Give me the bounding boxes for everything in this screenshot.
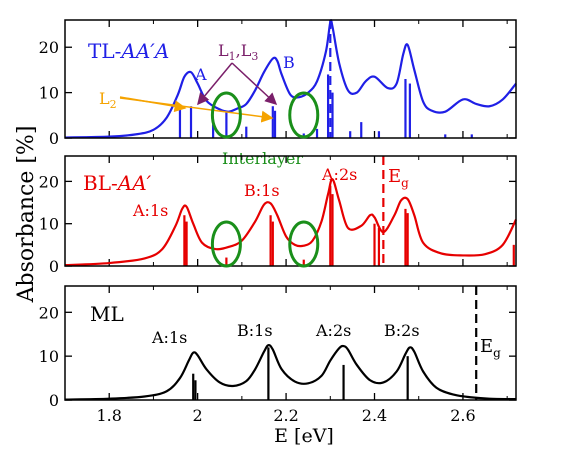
peak-label-bl-a1s: A:1s — [132, 201, 168, 220]
interlayer-circles-tl — [210, 91, 320, 139]
panel-label-ml: ML — [90, 302, 124, 326]
peak-label-ml-a1s: A:1s — [151, 328, 187, 347]
curve-ml — [64, 344, 517, 401]
peak-label-bl-b1s: B:1s — [244, 181, 280, 200]
peak-label-bl-a2s: A:2s — [321, 165, 357, 184]
panel-bl-aa: 0 10 20 BL-AA′ A:1s B:1s A:2s Eg — [39, 155, 517, 276]
peak-label-ml-b1s: B:1s — [237, 321, 273, 340]
annotation-arrows — [119, 62, 278, 123]
label-l2: L2 — [99, 89, 117, 111]
interlayer-circle-bl-0 — [210, 220, 242, 268]
y-tick-label-tl-20: 20 — [39, 38, 59, 57]
peak-label-ml-a2s: A:2s — [315, 321, 351, 340]
panel-tl-aaa: 0 10 20 TL-AA′A A B L2 L1,L3 Interlayer — [39, 18, 517, 168]
x-tick-label-0: 1.8 — [96, 406, 121, 425]
x-axis-label: E [eV] — [274, 425, 334, 447]
arrow-l13-1 — [197, 62, 233, 106]
panel-label-tl: TL-AA′A — [88, 39, 169, 63]
label-l1-l3: L1,L3 — [218, 41, 258, 63]
y-axis-label: Absorbance [%] — [14, 126, 39, 304]
interlayer-circle-bl-1 — [288, 220, 320, 268]
interlayer-circle-tl-1 — [288, 91, 320, 139]
interlayer-circle-tl-0 — [210, 91, 242, 139]
peak-label-ml-b2s: B:2s — [384, 321, 420, 340]
peak-label-b: B — [283, 53, 295, 72]
x-tick-labels: 1.8 2 2.2 2.4 2.6 — [96, 406, 475, 425]
interlayer-circles-bl — [210, 220, 320, 268]
y-tick-label-tl-10: 10 — [39, 84, 59, 103]
panel-label-bl: BL-AA′ — [83, 171, 152, 195]
y-tick-label-tl-0: 0 — [49, 129, 59, 148]
peak-label-a: A — [194, 65, 207, 84]
x-tick-label-2: 2.2 — [273, 406, 298, 425]
x-tick-label-3: 2.4 — [362, 406, 387, 425]
y-tick-label-ml-10: 10 — [39, 347, 59, 366]
y-tick-label-bl-0: 0 — [49, 257, 59, 276]
y-tick-label-ml-20: 20 — [39, 303, 59, 322]
x-tick-label-1: 2 — [193, 406, 203, 425]
panel-ml: 0 10 20 ML A:1s B:1s A:2s B:2s Eg — [39, 285, 517, 410]
plot-frame-bl — [64, 155, 517, 267]
x-tick-label-4: 2.6 — [450, 406, 475, 425]
y-tick-label-bl-20: 20 — [39, 172, 59, 191]
y-tick-label-bl-10: 10 — [39, 215, 59, 234]
y-tick-label-ml-0: 0 — [49, 391, 59, 410]
interlayer-label: Interlayer — [222, 149, 303, 168]
plot-frame-tl — [64, 19, 517, 139]
stick-spectrum-tl — [178, 74, 473, 138]
stick-spectrum-bl — [183, 185, 515, 266]
curve-tl — [64, 18, 517, 139]
label-bl-eg: Eg — [388, 166, 409, 190]
arrow-l2-2 — [119, 97, 274, 123]
plot-frame-ml — [64, 285, 517, 401]
label-ml-eg: Eg — [480, 336, 501, 360]
stick-spectrum-ml — [192, 347, 409, 400]
curve-bl — [64, 178, 517, 267]
arrow-l13-2 — [231, 62, 278, 106]
